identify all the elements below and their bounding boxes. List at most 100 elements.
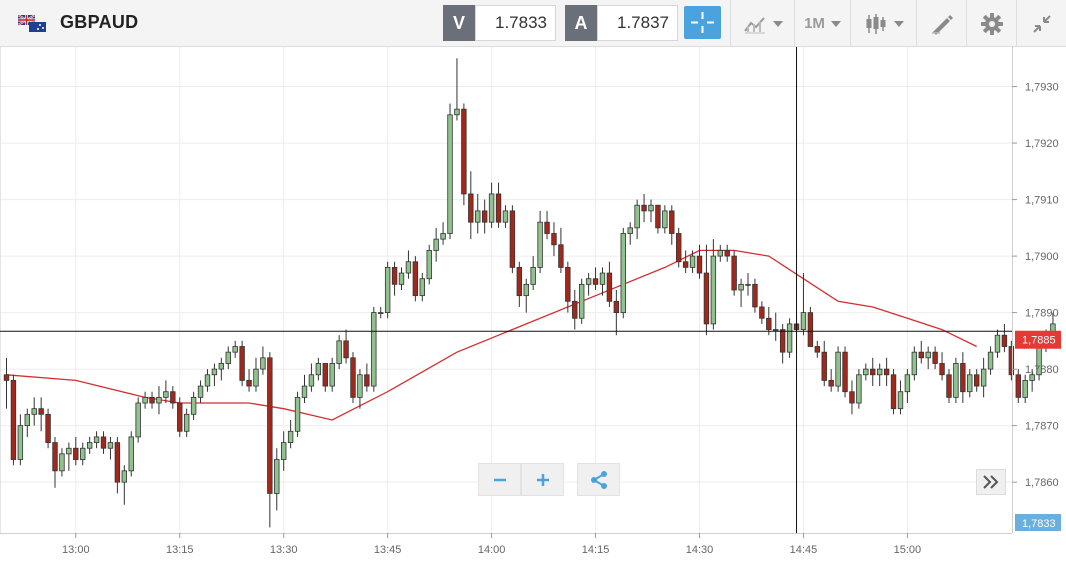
chevron-down-icon	[893, 20, 904, 27]
drawing-tool-icon	[931, 14, 953, 35]
bid-price[interactable]: 1.7833	[475, 5, 556, 41]
candle-body-up	[773, 329, 779, 331]
candle-body-up	[925, 351, 931, 359]
price-tick-label: 1,7900	[1025, 251, 1059, 263]
candle-body-down	[468, 193, 474, 223]
candle	[440, 222, 446, 245]
candle	[308, 363, 315, 392]
candle-body-up	[447, 114, 453, 234]
ask-price[interactable]: 1.7837	[597, 5, 678, 41]
candle	[502, 205, 509, 228]
timeframe-dropdown[interactable]: 1M	[794, 0, 850, 47]
candle	[329, 357, 335, 392]
candle	[142, 391, 148, 409]
candle-body-down	[100, 436, 107, 449]
time-tick-label: 13:30	[270, 544, 298, 556]
candle	[516, 261, 523, 307]
scroll-to-latest-button[interactable]	[976, 469, 1006, 495]
candle	[994, 329, 1001, 358]
collapse-button[interactable]	[1016, 0, 1066, 47]
candle	[1015, 369, 1021, 404]
time-tick-label: 13:00	[62, 544, 90, 556]
candle-body-up	[578, 283, 585, 319]
candle	[572, 290, 578, 330]
zoom-in-button[interactable]	[521, 463, 564, 496]
candle	[211, 363, 218, 387]
chart-type-button[interactable]	[850, 0, 916, 47]
current-price-marker	[1015, 330, 1061, 349]
candle	[24, 408, 30, 437]
share-icon	[590, 470, 607, 489]
candle-body-up	[1022, 380, 1028, 398]
candle-body-up	[904, 374, 911, 393]
candle-body-up	[405, 261, 412, 274]
chevron-down-icon	[830, 20, 841, 27]
candle-body-down	[890, 374, 897, 410]
ask-label[interactable]: A	[565, 5, 597, 41]
candle-body-down	[842, 351, 848, 393]
candle-body-up	[121, 470, 128, 483]
candle	[544, 210, 550, 240]
candle	[863, 363, 869, 381]
candle	[710, 239, 717, 330]
candle-body-down	[38, 408, 44, 415]
candle	[31, 397, 37, 426]
candle	[523, 278, 529, 313]
crosshair-button[interactable]	[684, 6, 721, 39]
candlestick-type-icon	[866, 13, 885, 34]
price-tick-label: 1,7920	[1025, 138, 1059, 150]
candle	[315, 357, 322, 381]
candle-body-up	[107, 442, 114, 449]
candle-body-up	[31, 408, 37, 415]
candle-body-up	[135, 402, 141, 438]
candle	[121, 465, 128, 505]
candle-body-up	[786, 323, 793, 353]
share-button[interactable]	[577, 463, 620, 496]
candle	[239, 340, 245, 387]
candle-body-down	[149, 396, 155, 404]
candle-body-up	[419, 278, 425, 297]
zoom-out-button[interactable]	[478, 463, 521, 496]
candle	[883, 357, 890, 387]
candle-body-down	[350, 357, 356, 398]
price-tick-label: 1,7890	[1025, 308, 1059, 320]
candle	[551, 222, 557, 257]
candle	[703, 244, 710, 336]
candle-body-up	[190, 396, 197, 415]
candle	[73, 436, 79, 466]
candle	[1001, 323, 1008, 353]
candle-body-up	[59, 453, 65, 472]
drawing-tool-button[interactable]	[916, 0, 966, 47]
candle	[932, 346, 938, 370]
bid-price-label: 1,7833	[1022, 518, 1056, 530]
candle-body-up	[93, 436, 100, 443]
candle-body-down	[676, 233, 682, 263]
candle	[786, 318, 793, 358]
indicators-button[interactable]	[730, 0, 794, 47]
candle-body-up	[585, 278, 592, 285]
candle-body-down	[114, 442, 121, 483]
price-tick-label: 1,7870	[1025, 421, 1059, 433]
bid-label[interactable]: V	[443, 5, 475, 41]
candle	[86, 436, 93, 454]
candle-body-down	[364, 374, 370, 387]
moving-average-line	[6, 249, 977, 421]
candle-body-down	[606, 272, 613, 302]
candle	[447, 103, 453, 240]
candle-body-down	[974, 374, 980, 387]
candle-body-down	[177, 402, 183, 432]
candle-body-down	[759, 306, 765, 319]
indicators-icon	[743, 16, 765, 33]
candle-body-down	[946, 374, 952, 398]
candle	[495, 182, 502, 228]
candles-layer	[3, 58, 1056, 528]
candle	[1022, 374, 1028, 404]
candle	[939, 352, 945, 381]
candle-body-up	[86, 442, 93, 449]
candle	[45, 408, 51, 449]
settings-button[interactable]	[966, 0, 1016, 47]
candle-body-up	[634, 204, 640, 229]
candle	[578, 278, 585, 324]
candle	[454, 58, 460, 121]
candle-body-down	[828, 380, 834, 387]
